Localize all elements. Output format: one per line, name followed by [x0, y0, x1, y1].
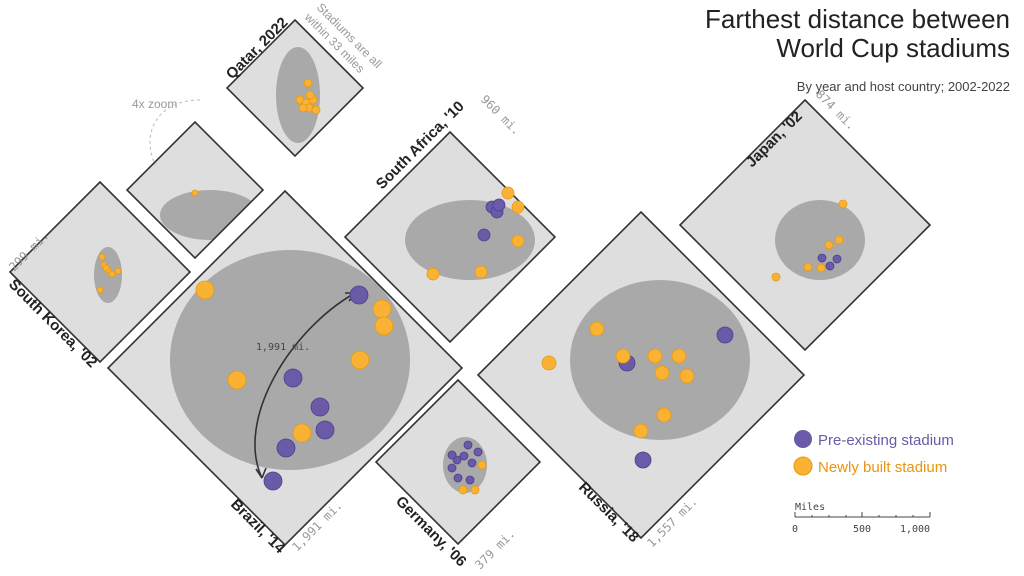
stadium	[477, 460, 487, 470]
stadium	[633, 423, 649, 439]
subtitle: By year and host country; 2002-2022	[797, 79, 1010, 94]
stadium	[102, 264, 110, 272]
host-country	[276, 47, 320, 143]
stadium	[458, 485, 468, 495]
panel-frame	[476, 210, 806, 540]
stadium	[350, 350, 370, 370]
panel-frame	[374, 378, 542, 546]
stadium	[541, 355, 557, 371]
stadium	[671, 348, 687, 364]
scale-tick: 0	[792, 524, 798, 535]
stadium	[477, 228, 491, 242]
stadium	[817, 253, 827, 263]
stadium	[834, 235, 844, 245]
stadium	[679, 368, 695, 384]
scale-tick: 1,000	[900, 524, 930, 535]
stadium	[654, 365, 670, 381]
stadium	[474, 265, 488, 279]
stadium-dots	[96, 78, 848, 495]
stadium	[832, 254, 842, 264]
zoom-label: 4x zoom	[132, 97, 177, 111]
distance-arrow	[254, 292, 356, 479]
stadium	[465, 475, 475, 485]
arrow-heads	[255, 292, 356, 479]
scale-tick: 500	[853, 524, 871, 535]
stadium	[656, 407, 672, 423]
stadium	[459, 451, 469, 461]
stadium	[349, 285, 369, 305]
stadium	[447, 463, 457, 473]
scale-bar	[794, 512, 931, 518]
host-country	[170, 250, 410, 470]
stadium	[263, 471, 283, 491]
stadium	[492, 198, 506, 212]
stadium	[303, 78, 313, 88]
stadium	[467, 458, 477, 468]
stadium	[276, 438, 296, 458]
distance-annotation: 1,991 mi.	[256, 342, 310, 353]
stadium	[647, 348, 663, 364]
stadium	[716, 326, 734, 344]
stadium	[453, 473, 463, 483]
title-line: World Cup stadiums	[776, 33, 1010, 63]
stadium	[824, 240, 834, 250]
panel-distance: 960 mi.	[478, 92, 524, 138]
stadium	[615, 348, 631, 364]
stadium	[283, 368, 303, 388]
title-line: Farthest distance between	[705, 4, 1010, 34]
stadium	[98, 253, 106, 261]
stadium	[227, 370, 247, 390]
stadium	[816, 263, 826, 273]
stadium	[311, 105, 321, 115]
stadium	[372, 299, 392, 319]
legend-label: Newly built stadium	[818, 459, 947, 476]
stadium	[315, 420, 335, 440]
stadium	[292, 423, 312, 443]
stadium	[838, 199, 848, 209]
stadium	[447, 450, 457, 460]
stadium	[191, 189, 199, 197]
scale-title: Miles	[795, 502, 825, 513]
stadium	[96, 286, 104, 294]
stadium	[426, 267, 440, 281]
host-country	[405, 200, 535, 280]
stadium	[374, 316, 394, 336]
stadium	[825, 261, 835, 271]
panel-frame	[678, 98, 932, 352]
panel-distance: 379 mi.	[472, 526, 518, 572]
panel-frame	[8, 180, 192, 364]
stadium	[771, 272, 781, 282]
legend-label: Pre-existing stadium	[818, 432, 954, 449]
legend-swatch	[793, 456, 813, 476]
stadium	[114, 267, 122, 275]
panel-frame	[225, 18, 365, 158]
stadium	[310, 397, 330, 417]
legend-swatch	[794, 430, 812, 448]
stadium	[511, 200, 525, 214]
panel-frame	[106, 189, 464, 547]
stadium	[298, 103, 308, 113]
stadium	[463, 440, 473, 450]
stadium	[195, 280, 215, 300]
host-country	[775, 200, 865, 280]
stadium	[108, 270, 116, 278]
stadium	[501, 186, 515, 200]
stadium	[470, 485, 480, 495]
map-panels	[8, 18, 932, 547]
stadium	[511, 234, 525, 248]
stadium	[473, 447, 483, 457]
host-country	[94, 247, 122, 303]
stadium	[803, 262, 813, 272]
stadium	[305, 90, 315, 100]
panel-frame	[125, 120, 265, 260]
stadium	[589, 321, 605, 337]
zoom-arrow	[149, 99, 201, 166]
stadium	[634, 451, 652, 469]
